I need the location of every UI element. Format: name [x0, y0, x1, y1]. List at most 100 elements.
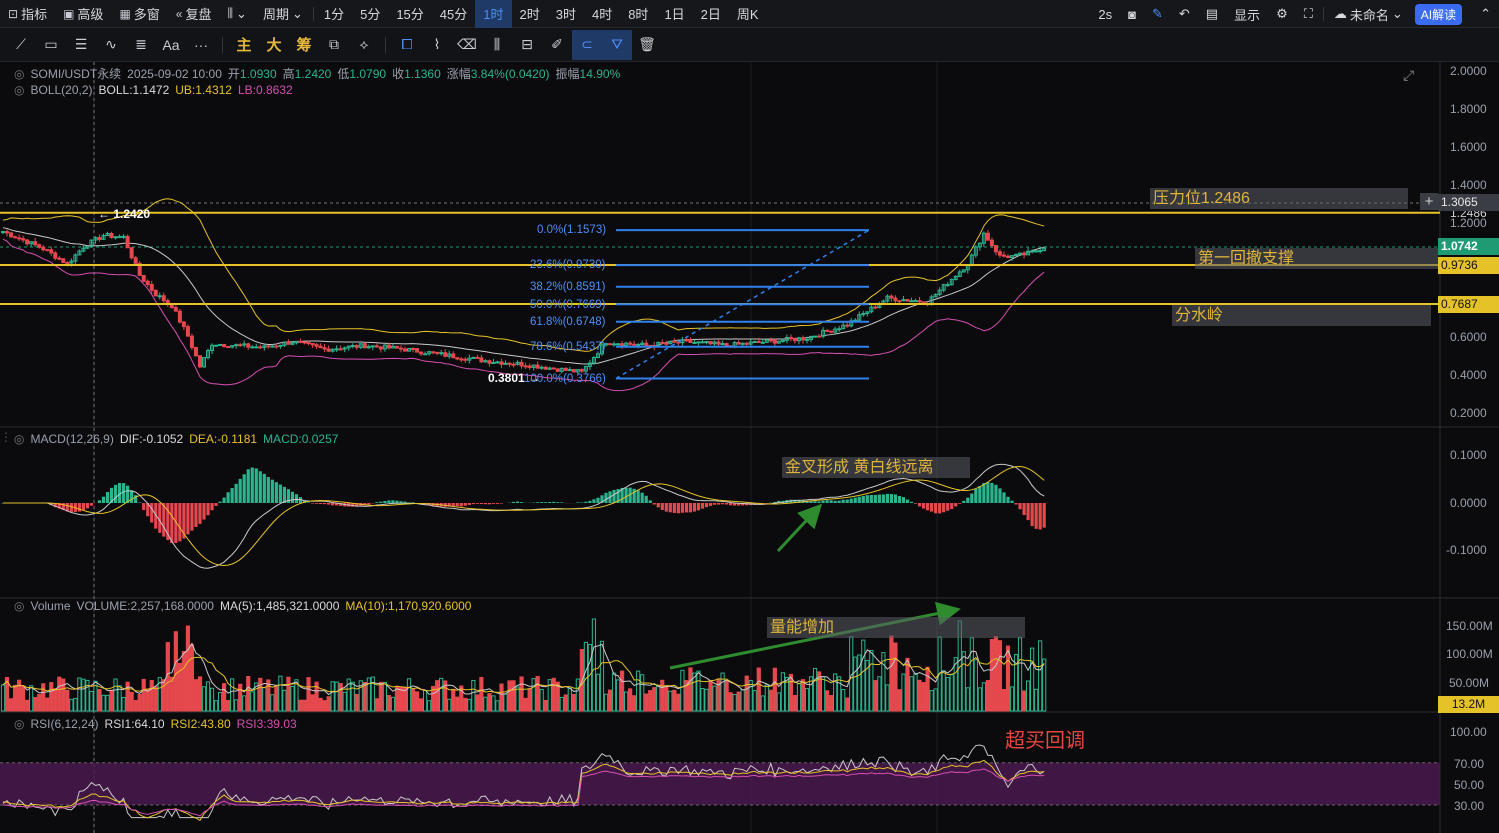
volume-name[interactable]: Volume — [30, 599, 71, 613]
advanced-button[interactable]: ▣ 高级 — [55, 0, 111, 28]
candle-datetime: 2025-09-02 10:00 — [127, 66, 222, 81]
chart-canvas[interactable] — [0, 62, 1499, 833]
expand-icon[interactable]: ⤢ — [1403, 67, 1415, 83]
pane-resize-handle[interactable]: ⋮ — [0, 430, 12, 444]
timeframe-6[interactable]: 3时 — [555, 7, 576, 22]
rsi3-value: RSI3:39.03 — [236, 717, 297, 731]
volume-bar — [350, 681, 355, 712]
main-chart-button[interactable]: 主 — [236, 37, 252, 54]
measure-icon[interactable]: ⟡ — [359, 36, 369, 52]
trash-icon[interactable]: 🗑 — [638, 36, 656, 52]
eye-icon[interactable]: ◎ — [14, 83, 25, 97]
volume-up-annotation[interactable]: 量能增加 — [767, 617, 1025, 638]
timeframe-8[interactable]: 8时 — [628, 7, 649, 22]
timeframe-0[interactable]: 1分 — [323, 7, 345, 22]
low-label: 低 — [337, 67, 350, 81]
eye-icon[interactable]: ◎ — [14, 66, 25, 81]
more-tools-button[interactable]: ··· — [194, 36, 208, 53]
volume-axis-label: 50.00M — [1449, 676, 1490, 690]
volume-bar — [451, 688, 456, 712]
macd-bar — [53, 503, 57, 508]
timeframe-9[interactable]: 1日 — [664, 7, 685, 22]
multi-window-button[interactable]: ▦ 多窗 — [111, 0, 167, 28]
period-label: 周期 — [262, 7, 289, 22]
replay-button[interactable]: «复盘 — [168, 0, 220, 28]
eye-icon[interactable]: ◎ — [14, 717, 25, 731]
period-button[interactable]: 周期 ⌄ — [255, 0, 311, 28]
timeframe-3[interactable]: 45分 — [439, 7, 468, 22]
fullscreen-icon[interactable]: ⛶ — [1303, 6, 1313, 21]
ruler-icon[interactable]: ⌇ — [433, 36, 441, 52]
copy-icon[interactable]: ⧠ — [401, 36, 413, 52]
camera-icon[interactable]: ◙ — [1128, 6, 1136, 22]
fib-tool-icon[interactable]: ≣ — [135, 36, 147, 52]
rectangle-icon[interactable]: ▭ — [44, 36, 58, 52]
candle-body — [61, 258, 66, 264]
timeframe-1[interactable]: 5分 — [360, 7, 381, 22]
display-button[interactable]: 显示 — [1234, 7, 1261, 23]
volume-bar — [390, 696, 396, 712]
macd-bar — [182, 503, 186, 539]
volume-bar — [869, 650, 874, 712]
watershed-annotation[interactable]: 分水岭 — [1172, 305, 1431, 326]
settings-icon[interactable]: ⚙ — [1276, 6, 1288, 21]
candle-body — [443, 352, 448, 357]
collapse-icon[interactable]: ⌃ — [1480, 6, 1491, 21]
undo-icon[interactable]: ↶ — [1178, 6, 1190, 21]
golden-cross-annotation[interactable]: 金叉形成 黄白线远离 — [782, 457, 970, 478]
text-tool-button[interactable]: Aa — [162, 36, 180, 53]
pen-icon[interactable]: ✎ — [1151, 6, 1163, 21]
timeframe-11[interactable]: 周K — [736, 7, 759, 22]
volume-bar — [310, 694, 315, 712]
candle-body — [262, 345, 267, 348]
candles-icon[interactable]: ⫼ — [493, 36, 501, 52]
parallel-lines-icon[interactable]: ☰ — [74, 36, 88, 52]
volume-bar — [8, 698, 14, 712]
volume-bar — [145, 688, 150, 712]
magnet-icon[interactable]: ⊂ — [572, 29, 602, 60]
macd-bar — [238, 478, 242, 503]
eye-icon[interactable]: ◎ — [14, 599, 25, 613]
timeframe-5[interactable]: 2时 — [519, 7, 540, 22]
volume-bar — [985, 679, 990, 712]
rsi-name[interactable]: RSI(6,12,24) — [30, 717, 99, 731]
refresh-interval[interactable]: 2s — [1098, 6, 1113, 22]
volume-bar — [254, 682, 259, 712]
wave-icon[interactable]: ∿ — [105, 36, 117, 52]
chip-distribution-button[interactable]: 筹 — [296, 37, 312, 54]
macd-bar — [841, 499, 845, 503]
chart-type-button[interactable]: ⫼ ⌄ — [220, 0, 255, 28]
timeframe-10[interactable]: 2日 — [700, 7, 721, 22]
big-order-button[interactable]: 大 — [266, 37, 282, 54]
macd-name[interactable]: MACD(12,26,9) — [30, 432, 114, 446]
first-pullback-annotation[interactable]: 第一回撤支撑 — [1195, 248, 1438, 269]
trend-line-icon[interactable]: ⟋ — [16, 36, 26, 52]
layout-icon[interactable]: ▤ — [1205, 6, 1219, 21]
timeframe-7[interactable]: 4时 — [591, 7, 613, 22]
volume-bar — [1009, 686, 1015, 712]
boll-name[interactable]: BOLL(20,2) — [30, 83, 93, 97]
eraser-icon[interactable]: ⌫ — [457, 36, 477, 52]
overbought-annotation[interactable]: 超买回调 — [1005, 730, 1085, 752]
filter-icon[interactable]: ⛛ — [602, 29, 632, 60]
resistance-annotation[interactable]: 压力位1.2486 — [1150, 188, 1408, 209]
macd-bar — [793, 499, 797, 503]
compare-icon[interactable]: ⧉ — [329, 36, 339, 52]
account-button[interactable]: ☁ 未命名 ⌄ — [1326, 0, 1411, 28]
candle-body — [25, 239, 30, 245]
lock-icon[interactable]: ⊟ — [521, 36, 533, 52]
note-icon[interactable]: ✐ — [551, 36, 563, 52]
timeframe-2[interactable]: 15分 — [396, 7, 424, 22]
indicator-button[interactable]: ⊡ 指标 — [0, 0, 55, 28]
timeframe-4[interactable]: 1时 — [475, 0, 512, 28]
candle-body — [708, 341, 713, 345]
add-alert-icon[interactable]: + — [1420, 193, 1438, 210]
volume-bar — [282, 689, 287, 712]
volume-bar — [949, 674, 954, 712]
macd-bar — [712, 503, 717, 505]
eye-icon[interactable]: ◎ — [14, 432, 25, 446]
volume-bar — [455, 696, 460, 712]
volume-bar — [431, 685, 436, 712]
ai-interpret-button[interactable]: AI解读 — [1414, 3, 1463, 25]
macd-bar — [1014, 503, 1018, 505]
